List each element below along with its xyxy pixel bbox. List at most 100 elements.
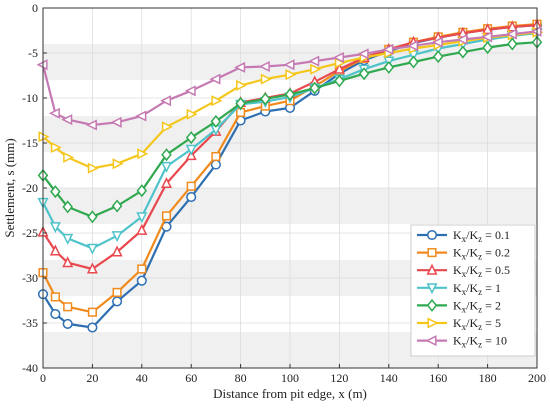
data-point <box>87 322 98 333</box>
legend-label-part: /K <box>466 263 478 277</box>
data-point <box>86 262 98 274</box>
legend-label-subscript: z <box>478 287 482 297</box>
legend-label-subscript: x <box>462 287 467 297</box>
data-point <box>160 95 172 107</box>
data-point <box>284 87 296 101</box>
legend-item: Kx/Kz = 1 <box>417 281 501 297</box>
data-point <box>135 110 147 122</box>
data-point <box>333 62 345 74</box>
data-point <box>136 275 147 286</box>
data-point <box>86 243 98 255</box>
data-point <box>160 177 173 189</box>
data-point <box>285 69 297 81</box>
legend: Kx/Kz = 0.1Kx/Kz = 0.2Kx/Kz = 0.5Kx/Kz =… <box>410 224 536 357</box>
data-point <box>506 20 518 32</box>
data-point <box>137 148 149 160</box>
data-point <box>111 245 123 257</box>
data-point <box>186 181 196 191</box>
data-point <box>137 264 147 274</box>
legend-label-part: K <box>453 281 462 295</box>
y-tick-label: -20 <box>22 181 38 195</box>
y-tick-label: 0 <box>32 1 38 15</box>
legend-label-part: = 0.1 <box>482 228 510 242</box>
data-point <box>382 43 394 55</box>
legend-label-part: K <box>453 316 462 330</box>
data-point <box>235 96 246 110</box>
legend-label-subscript: x <box>462 322 467 332</box>
data-point <box>50 292 60 302</box>
series-line <box>42 31 538 170</box>
legend-label-subscript: x <box>462 340 467 350</box>
x-tick-label: 20 <box>86 371 98 385</box>
data-point <box>209 73 221 85</box>
data-point <box>211 95 223 107</box>
data-point <box>383 60 395 74</box>
data-point <box>185 144 197 156</box>
y-tick-label: -15 <box>22 136 38 150</box>
data-point <box>186 191 197 203</box>
x-tick-label: 120 <box>330 371 348 385</box>
legend-label-part: = 1 <box>482 281 501 295</box>
data-point <box>50 141 62 154</box>
x-tick-label: 180 <box>479 371 497 385</box>
legend-label-part: /K <box>466 228 478 242</box>
data-point <box>407 40 419 52</box>
data-point <box>62 233 74 245</box>
data-point <box>160 161 173 173</box>
legend-label-part: K <box>453 228 462 242</box>
data-point <box>408 55 419 69</box>
data-point <box>87 210 98 224</box>
data-point <box>432 50 444 64</box>
legend-item: Kx/Kz = 5 <box>417 316 501 332</box>
legend-label-subscript: x <box>462 269 467 279</box>
y-tick-label: -35 <box>22 316 38 330</box>
legend-item: Kx/Kz = 2 <box>417 298 501 314</box>
y-axis-label: Settlement, s (mm) <box>2 138 17 237</box>
series-line <box>42 41 538 218</box>
legend-label-subscript: z <box>478 340 482 350</box>
legend-label-subscript: z <box>478 269 482 279</box>
data-point <box>136 223 148 235</box>
data-point <box>62 318 73 329</box>
series-line <box>42 32 538 250</box>
data-point <box>112 296 123 307</box>
data-point <box>481 31 493 43</box>
legend-swatch-marker <box>426 229 438 241</box>
data-point <box>50 185 61 199</box>
legend-label-subscript: z <box>478 322 482 332</box>
legend-swatch-marker <box>427 317 439 329</box>
legend-swatch-marker <box>426 263 438 275</box>
data-point <box>85 119 97 131</box>
x-tick-label: 140 <box>380 371 398 385</box>
data-point <box>357 48 369 60</box>
series-line <box>41 30 538 127</box>
data-point <box>62 200 73 214</box>
data-point <box>49 222 61 234</box>
x-axis-label: Distance from pit edge, x (m) <box>213 386 367 401</box>
legend-label-part: = 5 <box>482 316 501 330</box>
legend-label-part: /K <box>466 281 478 295</box>
data-point <box>112 158 124 170</box>
data-point <box>507 37 518 51</box>
y-axis-ticks: 0 -5 -10 -15 -20 -25 -30 -35 -40 <box>22 1 47 375</box>
data-point <box>283 59 295 71</box>
legend-label: Kx/Kz = 10 <box>453 334 507 350</box>
legend-item: Kx/Kz = 0.2 <box>417 246 510 262</box>
data-point <box>136 184 148 198</box>
data-point <box>63 302 73 312</box>
data-point <box>87 307 97 317</box>
legend-label-part: /K <box>466 298 478 312</box>
data-point <box>260 73 272 85</box>
legend-label: Kx/Kz = 5 <box>453 316 501 332</box>
legend-label-part: K <box>453 246 462 260</box>
legend-label-part: /K <box>466 316 478 330</box>
legend-swatch-marker <box>426 283 438 295</box>
data-point <box>63 151 75 163</box>
x-tick-label: 200 <box>528 371 546 385</box>
legend-label-subscript: x <box>462 252 467 262</box>
data-point <box>48 107 60 119</box>
series-group <box>36 25 542 131</box>
data-point <box>210 114 222 128</box>
data-point <box>358 67 370 81</box>
data-point <box>482 41 493 55</box>
